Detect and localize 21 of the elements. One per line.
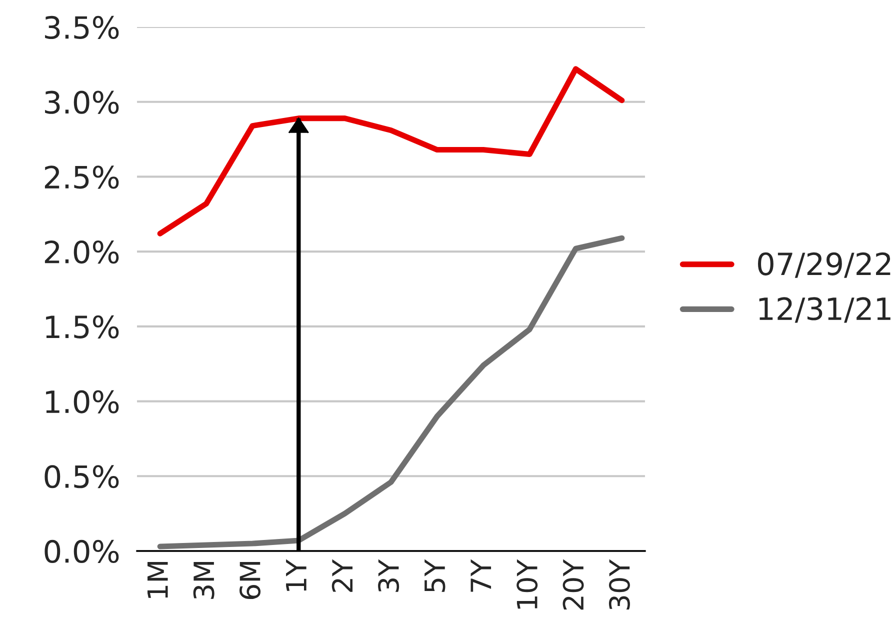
legend-label: 12/31/21 xyxy=(759,297,890,323)
x-tick-label: 6M xyxy=(240,562,261,600)
x-tick-label: 3M xyxy=(193,562,214,599)
legend-label: 07/29/22 xyxy=(758,252,890,278)
x-tick-label: 1Y xyxy=(286,559,306,591)
y-tick-label: 3.0% xyxy=(45,90,119,114)
x-tick-label: 1M xyxy=(148,562,168,598)
y-tick-label: 0.5% xyxy=(44,465,119,488)
y-tick-label: 1.5% xyxy=(46,315,119,338)
y-tick-label: 0.0% xyxy=(44,540,119,564)
y-tick-label: 1.0% xyxy=(46,390,119,414)
x-tick-label: 7Y xyxy=(470,559,492,592)
y-tick-label: 2.0% xyxy=(44,240,119,264)
x-tick-label: 5Y xyxy=(424,559,446,592)
x-tick-label: 10Y xyxy=(516,559,538,609)
x-tick-label: 30Y xyxy=(608,559,630,610)
x-tick-label: 20Y xyxy=(562,559,584,610)
y-tick-label: 3.5% xyxy=(45,16,119,40)
x-tick-label: 2Y xyxy=(332,559,352,592)
x-tick-label: 3Y xyxy=(378,559,400,592)
y-tick-label: 2.5% xyxy=(44,166,119,189)
